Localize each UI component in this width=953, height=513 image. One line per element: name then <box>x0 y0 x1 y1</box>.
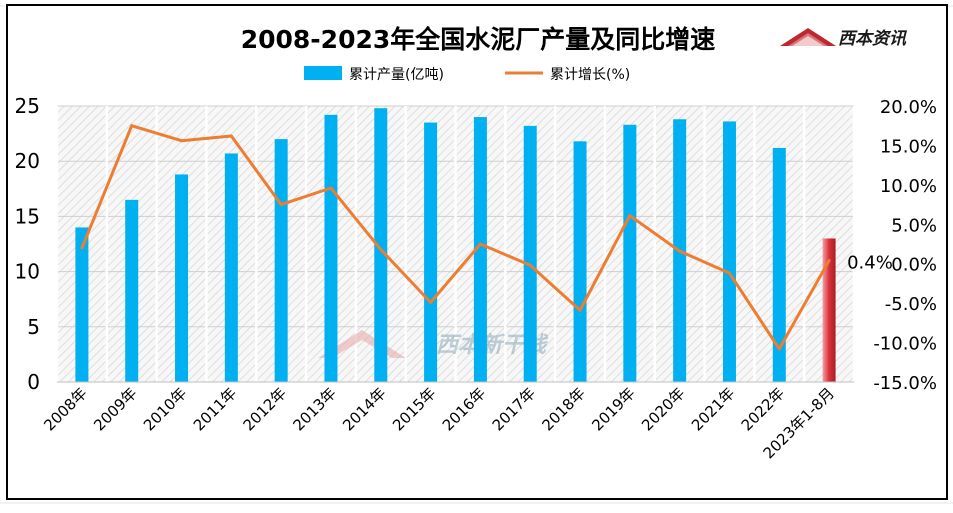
bar <box>274 139 288 382</box>
legend: 累计产量(亿吨) 累计增长(%) <box>304 66 630 83</box>
bar <box>573 141 587 382</box>
line-point <box>329 186 333 190</box>
line-point <box>429 300 433 304</box>
gridlines <box>55 105 856 383</box>
y-left-tick-label: 0 <box>27 370 40 394</box>
legend-label-bar: 累计产量(亿吨) <box>349 67 444 83</box>
y-right-tick-label: 5.0% <box>891 215 937 236</box>
data-labels: 0.4% <box>847 253 893 274</box>
bar <box>224 153 238 382</box>
line-series <box>80 124 831 351</box>
y-right-tick-label: 15.0% <box>880 136 937 157</box>
bar <box>623 124 637 382</box>
y-right-tick-label: -15.0% <box>873 373 937 394</box>
y-left-tick-label: 25 <box>15 94 40 118</box>
y-right-tick-label: 0.0% <box>891 255 937 276</box>
line-point <box>827 259 831 263</box>
data-label-last: 0.4% <box>847 253 893 274</box>
line-point <box>578 308 582 312</box>
logo-text: 西本资讯 <box>838 29 908 49</box>
legend-label-line: 累计增长(%) <box>550 67 630 83</box>
bar <box>324 114 338 382</box>
line-point <box>678 249 682 253</box>
bar-series <box>75 108 836 383</box>
growth-line <box>80 124 831 351</box>
line-point <box>229 134 233 138</box>
bar <box>175 174 189 382</box>
y-left-tick-label: 5 <box>27 315 40 339</box>
line-point <box>279 203 283 207</box>
bar <box>374 108 388 382</box>
bar <box>523 125 537 382</box>
line-point <box>528 263 532 267</box>
bar <box>822 238 836 382</box>
bar <box>125 199 139 382</box>
bar <box>722 121 736 383</box>
y-right-tick-label: -10.0% <box>873 334 937 355</box>
line-point <box>727 271 731 275</box>
bar <box>772 147 786 382</box>
bar <box>75 227 89 382</box>
line-point <box>80 246 84 250</box>
y-axis-left-labels: 0 5 10 15 20 25 <box>15 94 40 394</box>
chart-title: 2008-2023年全国水泥厂产量及同比增速 <box>241 25 716 54</box>
y-left-tick-label: 20 <box>15 149 40 173</box>
line-point <box>478 242 482 246</box>
line-point <box>628 214 632 218</box>
y-axis-right-labels: -15.0% -10.0% -5.0% 0.0% 5.0% 10.0% 15.0% 20.0% <box>873 97 937 394</box>
bar <box>473 117 487 382</box>
y-right-tick-label: 10.0% <box>880 176 937 197</box>
y-right-tick-label: 20.0% <box>880 97 937 118</box>
brand-logo: 西本资讯 <box>780 28 908 49</box>
legend-swatch-bar <box>304 66 342 80</box>
line-point <box>180 139 184 143</box>
y-left-tick-label: 15 <box>15 204 40 228</box>
bar <box>424 122 438 382</box>
y-right-tick-label: -5.0% <box>885 294 937 315</box>
y-left-tick-label: 10 <box>15 260 40 284</box>
line-point <box>379 248 383 252</box>
line-point <box>777 347 781 351</box>
line-point <box>130 124 134 128</box>
